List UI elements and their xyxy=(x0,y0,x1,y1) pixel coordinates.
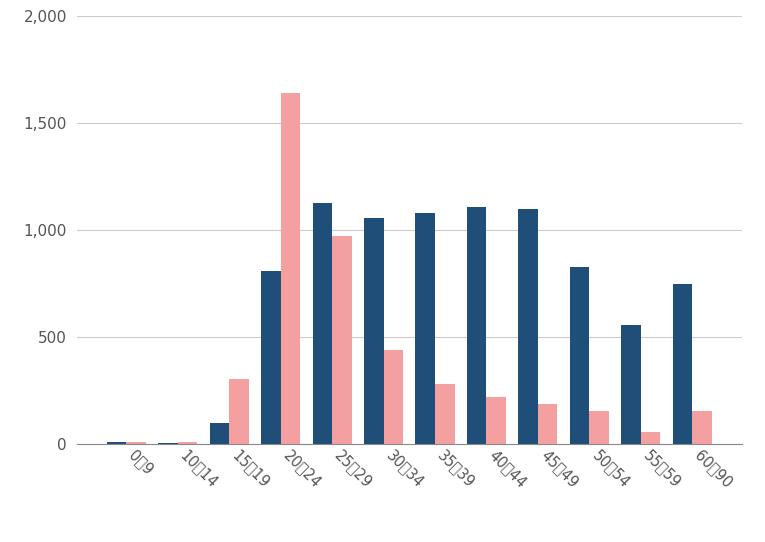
Bar xyxy=(519,209,538,444)
Bar xyxy=(364,217,383,444)
Bar xyxy=(230,379,249,444)
Bar xyxy=(107,442,126,444)
Bar xyxy=(281,93,300,444)
Bar xyxy=(589,411,609,444)
Bar xyxy=(641,431,660,444)
Bar xyxy=(313,203,332,444)
Bar xyxy=(383,350,403,444)
Bar xyxy=(126,442,146,444)
Bar xyxy=(435,384,454,444)
Bar xyxy=(672,284,692,444)
Bar xyxy=(332,236,352,444)
Bar xyxy=(487,397,506,444)
Bar xyxy=(415,213,435,444)
Bar xyxy=(177,442,197,444)
Bar xyxy=(570,267,589,444)
Bar xyxy=(621,325,641,444)
Bar xyxy=(261,271,281,444)
Bar xyxy=(210,423,230,444)
Bar xyxy=(538,404,558,444)
Bar xyxy=(692,411,711,444)
Bar xyxy=(158,443,177,444)
Bar xyxy=(467,207,487,444)
